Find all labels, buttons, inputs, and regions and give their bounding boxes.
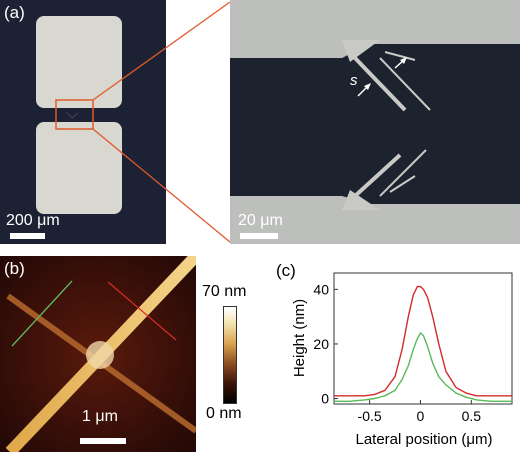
y-tick-label: 20: [313, 336, 329, 352]
colorbar: [223, 306, 237, 404]
height-profile-chart: 0 20 40 -0.5 0 0.5 Height (nm) Lateral posit…: [291, 272, 513, 448]
scale-bar-b: [80, 438, 126, 444]
colorbar-max-label: 70 nm: [202, 283, 247, 300]
gap-label: s: [350, 72, 358, 89]
scale-label-left: 200 μm: [6, 212, 60, 229]
scale-label-right: 20 μm: [238, 212, 283, 229]
panel-a-left-image: (a) 200 μm: [0, 0, 166, 244]
zoom-connector-lines: [92, 1, 231, 243]
series-green-line: [334, 331, 512, 403]
top-contact-pad: [36, 16, 122, 108]
panel-b-label: (b): [4, 259, 25, 278]
x-tick-label: 0: [417, 408, 425, 424]
zoom-region-box: [55, 99, 94, 130]
panel-a-right-image: s 20 μm: [230, 0, 520, 244]
panel-a-label: (a): [4, 3, 25, 22]
bottom-contact-pad: [36, 122, 122, 214]
gap-closeup-drawing: [230, 0, 520, 244]
scale-label-b: 1 μm: [82, 408, 118, 425]
panel-c-label: (c): [276, 261, 296, 280]
profile-line-green: [11, 280, 73, 347]
y-tick-label: 0: [321, 391, 329, 407]
plot-frame: [333, 272, 513, 405]
scale-bar-right: [240, 233, 278, 239]
x-tick-label: -0.5: [358, 408, 382, 424]
colorbar-min-label: 0 nm: [206, 405, 242, 422]
panel-b-afm-image: (b) 1 μm: [0, 251, 201, 457]
profile-line-red: [107, 281, 177, 341]
y-axis-label: Height (nm): [291, 299, 308, 377]
x-axis-label: Lateral position (μm): [355, 431, 492, 448]
y-tick-label: 40: [313, 281, 329, 297]
scale-bar-left: [10, 233, 45, 239]
afm-height-map: [0, 251, 201, 457]
series-red-line: [334, 285, 512, 397]
device-overview-drawing: [36, 16, 122, 214]
x-tick-label: 0.5: [462, 408, 482, 424]
